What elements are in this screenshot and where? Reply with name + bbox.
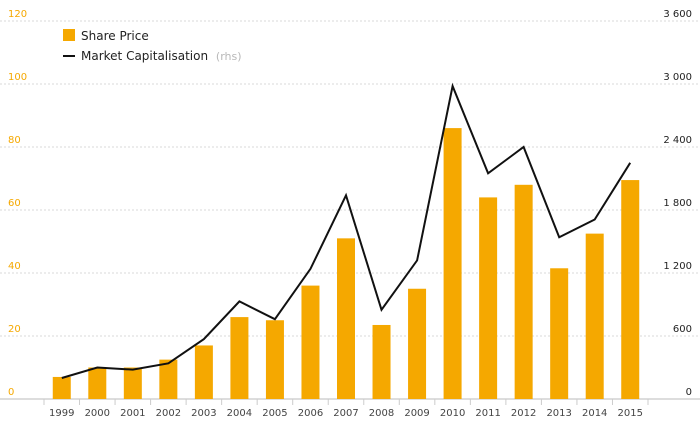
share-price-bar xyxy=(159,359,178,399)
share-price-bar xyxy=(585,233,604,399)
share-price-bar xyxy=(194,345,213,399)
legend-market-cap-suffix: (rhs) xyxy=(216,50,242,63)
legend-market-cap-name: Market Capitalisation xyxy=(81,49,208,63)
x-tick-label: 2015 xyxy=(618,408,643,419)
legend-share-price-swatch xyxy=(63,29,75,41)
share-price-bar xyxy=(230,317,249,399)
left-axis-ticks: 0 20 40 60 80 100 120 xyxy=(8,9,27,398)
x-tick-label: 2006 xyxy=(298,408,323,419)
legend: Share Price Market Capitalisation (rhs) xyxy=(63,29,242,63)
left-tick-label: 20 xyxy=(8,324,21,335)
x-tick-label: 2014 xyxy=(582,408,607,419)
x-tick-label: 2005 xyxy=(262,408,287,419)
share-price-bar xyxy=(550,268,569,399)
right-tick-label: 3 600 xyxy=(663,9,692,20)
x-tick-label: 2008 xyxy=(369,408,394,419)
market-cap-line xyxy=(61,82,632,379)
left-tick-label: 40 xyxy=(8,261,21,272)
right-tick-label: 2 400 xyxy=(663,135,692,146)
x-tick-label: 2001 xyxy=(120,408,145,419)
share-price-bar xyxy=(621,180,640,399)
x-tick-label: 2000 xyxy=(85,408,110,419)
x-tick-label: 2010 xyxy=(440,408,465,419)
left-tick-label: 60 xyxy=(8,198,21,209)
x-tick-label: 2004 xyxy=(227,408,252,419)
x-tick-label: 2012 xyxy=(511,408,536,419)
left-tick-label: 80 xyxy=(8,135,21,146)
share-price-bar xyxy=(479,197,498,399)
share-price-bar xyxy=(408,288,427,399)
x-tick-label: 2013 xyxy=(546,408,571,419)
share-price-bar xyxy=(337,238,355,399)
right-tick-label: 1 800 xyxy=(663,198,692,209)
share-price-bar xyxy=(123,367,142,399)
right-tick-label: 3 000 xyxy=(663,72,692,83)
legend-market-cap-label: Market Capitalisation (rhs) xyxy=(81,49,242,63)
share-price-bar xyxy=(88,367,107,399)
x-tick-label: 2003 xyxy=(191,408,216,419)
share-price-bar xyxy=(514,184,533,399)
x-tick-label: 2002 xyxy=(156,408,181,419)
share-price-bar xyxy=(372,324,391,399)
left-tick-label: 0 xyxy=(8,387,14,398)
right-axis-ticks: 0 600 1 200 1 800 2 400 3 000 3 600 xyxy=(663,9,692,398)
left-tick-label: 100 xyxy=(8,72,27,83)
share-price-bar xyxy=(265,320,284,399)
share-price-bar xyxy=(301,285,320,399)
x-tick-label: 2009 xyxy=(404,408,429,419)
x-tick-label: 1999 xyxy=(49,408,74,419)
x-tick-label: 2011 xyxy=(475,408,500,419)
right-tick-label: 0 xyxy=(686,387,692,398)
share-price-bars xyxy=(52,128,640,399)
left-tick-label: 120 xyxy=(8,9,27,20)
x-tick-label: 2007 xyxy=(333,408,358,419)
legend-share-price-label: Share Price xyxy=(81,29,149,43)
right-tick-label: 600 xyxy=(673,324,692,335)
right-tick-label: 1 200 xyxy=(663,261,692,272)
share-price-bar xyxy=(443,128,462,399)
share-price-bar xyxy=(52,376,71,399)
x-axis-ticks: 1999 2000 2001 2002 2003 2004 2005 2006 2007 2008… xyxy=(49,408,643,419)
